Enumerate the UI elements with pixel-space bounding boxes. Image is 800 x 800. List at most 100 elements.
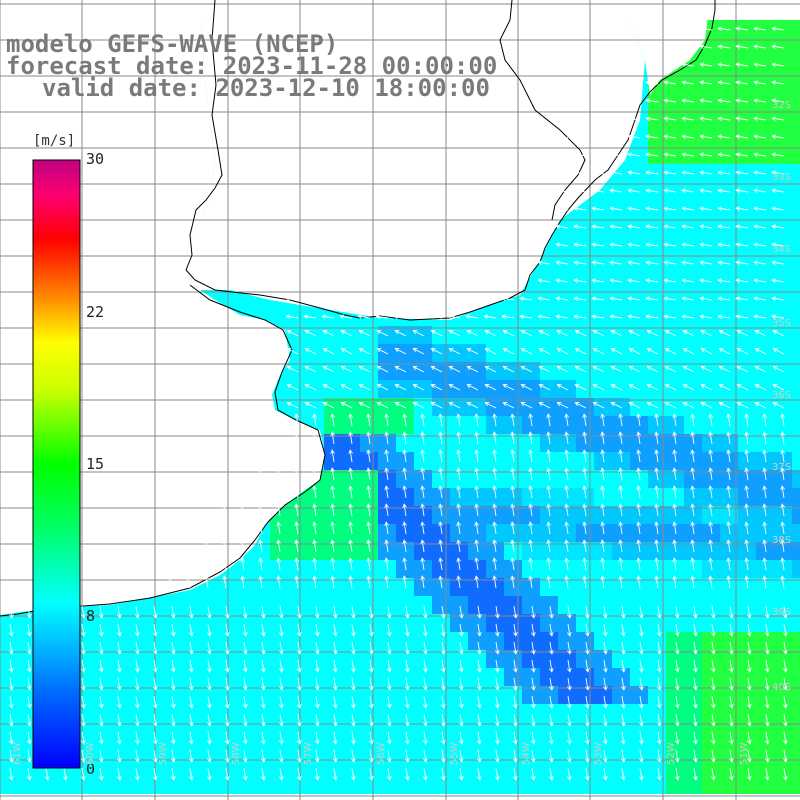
- wind-arrow: [351, 695, 356, 709]
- wind-arrow: [261, 641, 266, 655]
- wind-arrow: [492, 575, 497, 589]
- wind-speed-cell: [756, 434, 774, 452]
- wind-arrow: [772, 329, 785, 337]
- wind-arrow: [261, 695, 266, 709]
- wind-arrow: [376, 347, 389, 355]
- wind-speed-cell: [594, 722, 612, 740]
- wind-speed-cell: [270, 704, 288, 722]
- wind-arrow: [675, 641, 680, 655]
- wind-speed-cell: [468, 452, 486, 470]
- wind-speed-cell: [612, 758, 630, 776]
- wind-speed-cell: [396, 416, 414, 434]
- wind-arrow: [717, 296, 731, 301]
- wind-arrow: [189, 659, 194, 673]
- wind-arrow: [780, 431, 785, 445]
- wind-arrow: [351, 623, 356, 637]
- wind-arrow: [441, 641, 446, 655]
- wind-arrow: [609, 116, 623, 121]
- wind-arrow: [258, 575, 263, 589]
- wind-arrow: [765, 641, 770, 655]
- wind-arrow: [438, 557, 443, 571]
- wind-speed-cell: [306, 488, 324, 506]
- wind-arrow: [549, 677, 554, 691]
- wind-arrow: [693, 695, 698, 709]
- wind-speed-cell: [756, 254, 774, 272]
- wind-arrow: [717, 224, 731, 229]
- wind-arrow: [240, 557, 245, 571]
- wind-arrow: [135, 659, 140, 673]
- wind-arrow: [513, 641, 518, 655]
- wind-arrow: [645, 152, 659, 157]
- wind-arrow: [654, 575, 659, 589]
- wind-arrow: [189, 623, 194, 637]
- wind-arrow: [663, 44, 677, 49]
- wind-speed-cell: [396, 740, 414, 758]
- wind-arrow: [549, 605, 554, 619]
- wind-arrow: [495, 713, 500, 727]
- wind-speed-cell: [738, 740, 756, 758]
- wind-arrow: [555, 98, 569, 103]
- longitude-label: 61W: [12, 742, 23, 765]
- wind-arrow: [348, 413, 353, 427]
- wind-speed-cell: [234, 650, 252, 668]
- wind-speed-cell: [396, 596, 414, 614]
- wind-arrow: [276, 449, 281, 463]
- wind-arrow: [135, 767, 140, 781]
- wind-arrow: [717, 98, 731, 103]
- wind-speed-cell: [198, 650, 216, 668]
- wind-speed-cell: [18, 614, 36, 632]
- wind-arrow: [555, 224, 569, 229]
- wind-arrow: [771, 278, 785, 283]
- wind-arrow: [340, 347, 353, 355]
- wind-arrow: [771, 152, 785, 157]
- wind-arrow: [477, 713, 482, 727]
- wind-speed-cell: [288, 722, 306, 740]
- wind-arrow: [276, 575, 281, 589]
- wind-speed-cell: [612, 200, 630, 218]
- wind-arrow: [771, 80, 785, 85]
- wind-arrow: [297, 731, 302, 745]
- wind-arrow: [510, 449, 515, 463]
- wind-arrow: [322, 329, 335, 337]
- wind-arrow: [441, 713, 446, 727]
- wind-vectors: [9, 26, 788, 781]
- coastline: [0, 0, 716, 617]
- wind-arrow: [495, 659, 500, 673]
- wind-speed-cell: [450, 470, 468, 488]
- wind-speed-cell: [756, 272, 774, 290]
- wind-speed-cell: [702, 110, 720, 128]
- wind-speed-cell: [216, 650, 234, 668]
- wind-arrow: [258, 485, 263, 499]
- wind-speed-cell: [540, 560, 558, 578]
- wind-speed-cell: [306, 668, 324, 686]
- wind-speed-cell: [342, 758, 360, 776]
- wind-speed-cell: [684, 308, 702, 326]
- wind-arrow: [312, 521, 317, 535]
- wind-arrow: [717, 206, 731, 211]
- wind-speed-cell: [792, 362, 800, 380]
- wind-speed-cell: [450, 542, 468, 560]
- wind-speed-cell: [180, 776, 198, 794]
- wind-arrow: [207, 641, 212, 655]
- wind-speed-cell: [738, 578, 756, 596]
- wind-speed-cell: [630, 452, 648, 470]
- wind-arrow: [135, 605, 140, 619]
- wind-speed-cell: [720, 128, 738, 146]
- wind-arrow: [663, 206, 677, 211]
- wind-speed-cell: [216, 614, 234, 632]
- wind-arrow: [466, 383, 479, 391]
- wind-arrow: [474, 557, 479, 571]
- wind-arrow: [171, 641, 176, 655]
- wind-arrow: [315, 641, 320, 655]
- wind-arrow: [369, 749, 374, 763]
- wind-speed-cell: [522, 434, 540, 452]
- wind-speed-cell: [630, 686, 648, 704]
- colorbar-unit: [m/s]: [33, 133, 76, 149]
- wind-speed-cell: [486, 542, 504, 560]
- longitude-label: 58W: [231, 742, 242, 765]
- wind-speed-cell: [684, 290, 702, 308]
- wind-speed-cell: [720, 776, 738, 794]
- wind-arrow: [582, 449, 587, 463]
- wind-arrow: [573, 26, 587, 31]
- wind-arrow: [690, 449, 695, 463]
